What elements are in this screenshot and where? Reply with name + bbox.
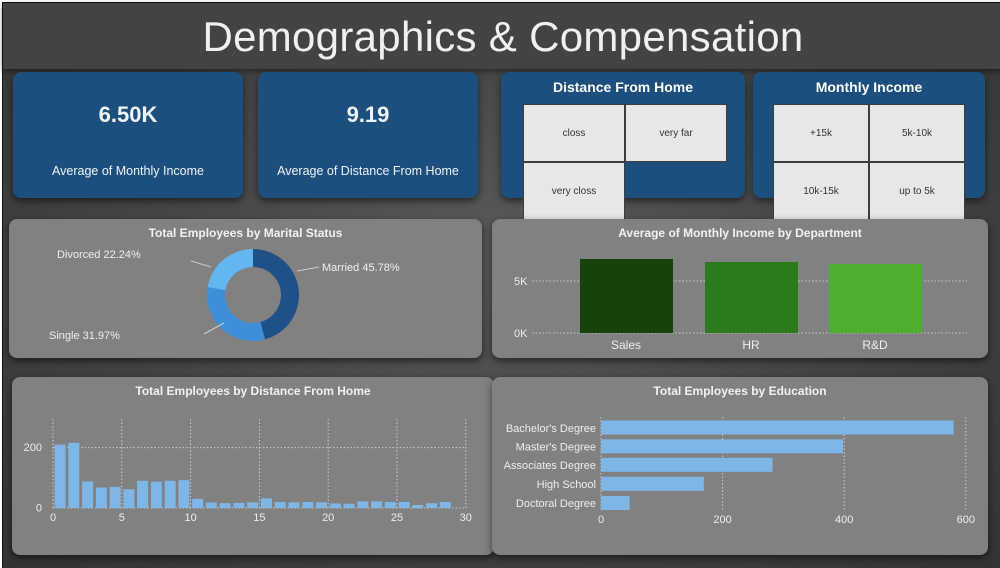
svg-text:400: 400 — [835, 514, 853, 526]
svg-text:200: 200 — [24, 442, 42, 454]
svg-text:25: 25 — [391, 512, 403, 524]
svg-text:0: 0 — [598, 514, 604, 526]
svg-text:20: 20 — [322, 512, 334, 524]
svg-text:High School: High School — [537, 479, 596, 491]
svg-text:0: 0 — [36, 503, 42, 515]
svg-text:0K: 0K — [514, 328, 528, 340]
svg-text:Married 45.78%: Married 45.78% — [322, 262, 400, 274]
svg-text:Doctoral Degree: Doctoral Degree — [516, 498, 596, 510]
svg-text:R&D: R&D — [862, 338, 888, 352]
svg-text:Divorced 22.24%: Divorced 22.24% — [57, 249, 141, 261]
svg-text:Single 31.97%: Single 31.97% — [49, 330, 120, 342]
svg-text:Bachelor's Degree: Bachelor's Degree — [506, 423, 596, 435]
svg-text:10: 10 — [184, 512, 196, 524]
svg-text:5: 5 — [119, 512, 125, 524]
svg-text:15: 15 — [253, 512, 265, 524]
svg-text:Sales: Sales — [611, 338, 641, 352]
svg-text:600: 600 — [957, 514, 975, 526]
svg-text:200: 200 — [713, 514, 731, 526]
svg-text:5K: 5K — [514, 276, 528, 288]
svg-text:Associates Degree: Associates Degree — [504, 460, 596, 472]
svg-text:30: 30 — [460, 512, 472, 524]
svg-text:0: 0 — [50, 512, 56, 524]
svg-text:HR: HR — [742, 338, 760, 352]
svg-text:Master's Degree: Master's Degree — [516, 442, 596, 454]
